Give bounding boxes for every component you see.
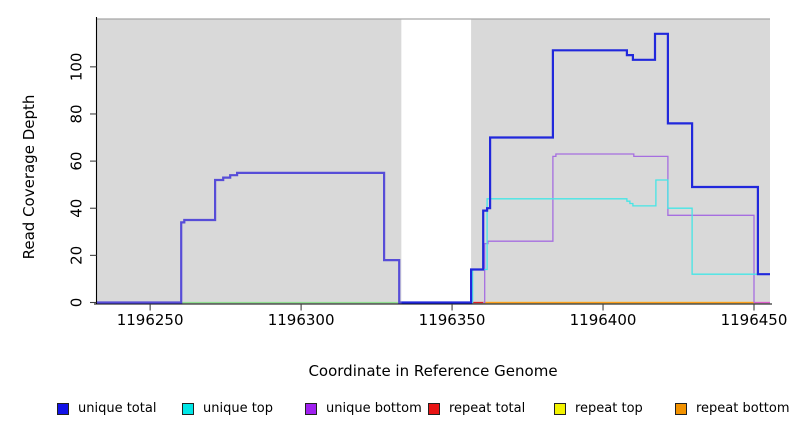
legend-label: unique total <box>78 401 157 416</box>
legend-swatch-unique-bottom <box>305 402 317 415</box>
x-tick-label: 1196250 <box>117 311 184 329</box>
y-tick-label: 100 <box>68 53 86 82</box>
legend-label: repeat total <box>449 401 526 416</box>
series-unique-top <box>471 179 770 304</box>
x-tick-label: 1196300 <box>268 311 335 329</box>
legend-item-unique-top: unique top <box>182 401 273 416</box>
shaded-region <box>471 19 770 304</box>
y-tick-label: 40 <box>68 199 86 218</box>
legend-item-repeat-bottom: repeat bottom <box>675 401 790 416</box>
legend-swatch-unique-top <box>182 402 194 415</box>
legend-swatch-repeat-bottom <box>675 402 687 415</box>
y-axis-title: Read Coverage Depth <box>20 94 38 260</box>
y-tick-label: 60 <box>68 152 86 171</box>
legend-item-repeat-top: repeat top <box>554 401 643 416</box>
legend-swatch-repeat-top <box>554 402 566 415</box>
legend-item-unique-bottom: unique bottom <box>305 401 422 416</box>
legend-label: repeat top <box>575 401 643 416</box>
y-tick-label: 20 <box>68 246 86 265</box>
x-tick-label: 1196450 <box>721 311 788 329</box>
series-unique-total-right <box>401 32 770 304</box>
legend-swatch-unique-total <box>57 402 69 415</box>
legend-item-repeat-total: repeat total <box>428 401 525 416</box>
legend-label: unique top <box>203 401 274 416</box>
x-axis-title: Coordinate in Reference Genome <box>308 362 558 380</box>
series-unique-total-left <box>97 171 402 304</box>
shaded-region <box>97 19 402 304</box>
legend-label: repeat bottom <box>696 401 790 416</box>
x-tick-label: 1196400 <box>570 311 637 329</box>
legend-item-unique-total: unique total <box>57 401 156 416</box>
legend-label: unique bottom <box>326 401 422 416</box>
x-tick-label: 1196350 <box>419 311 486 329</box>
y-tick-label: 80 <box>68 104 86 123</box>
legend-swatch-repeat-total <box>428 402 440 415</box>
y-tick-label: 0 <box>68 298 86 308</box>
